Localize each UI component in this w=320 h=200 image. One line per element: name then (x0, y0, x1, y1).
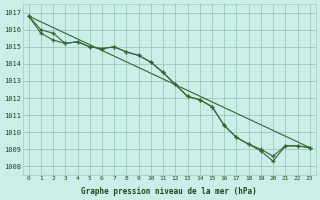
X-axis label: Graphe pression niveau de la mer (hPa): Graphe pression niveau de la mer (hPa) (81, 187, 257, 196)
